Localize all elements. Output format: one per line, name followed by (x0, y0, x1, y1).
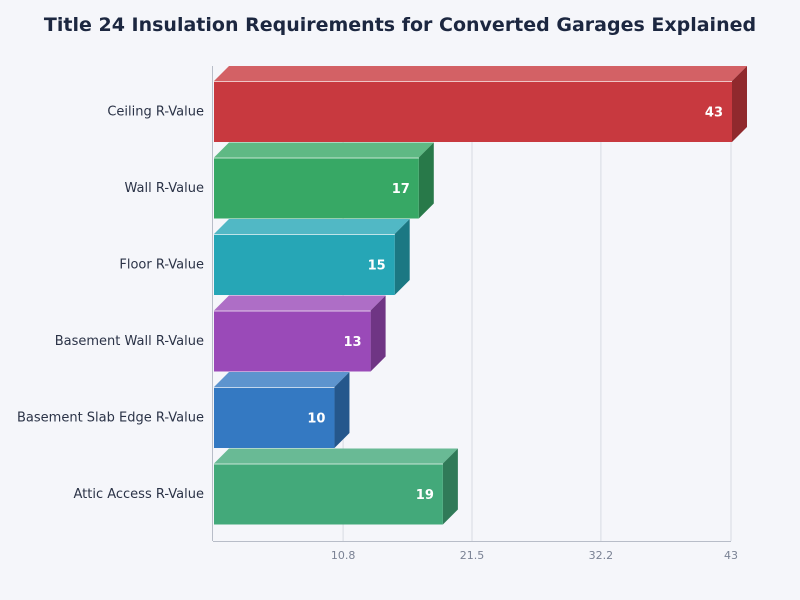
category-label: Basement Wall R-Value (55, 334, 204, 349)
bar-side-face (394, 219, 410, 295)
bar-top-face (214, 295, 386, 311)
bar-side-face (732, 66, 747, 142)
category-labels: Ceiling R-Value Wall R-Value Floor R-Value… (17, 105, 204, 503)
bar-value-label: 17 (392, 182, 410, 197)
bar: 15 (214, 219, 410, 295)
category-label: Basement Slab Edge R-Value (17, 411, 204, 426)
bar-side-face (370, 295, 386, 372)
category-label: Ceiling R-Value (107, 105, 204, 120)
chart-title: Title 24 Insulation Requirements for Con… (43, 14, 757, 36)
bar-front-face (214, 387, 335, 448)
category-label: Attic Access R-Value (73, 487, 204, 502)
bar-front-face (214, 310, 371, 372)
bar: 13 (214, 295, 386, 372)
bar-top-face (214, 142, 434, 158)
bar-top-face (214, 66, 747, 81)
x-tick-label: 10.8 (331, 549, 356, 562)
axes: 10.8 21.5 32.2 43 (212, 66, 738, 562)
bars: 43 17 15 13 10 19 (214, 66, 747, 525)
x-tick-label: 21.5 (460, 549, 485, 562)
x-tick-label: 43 (724, 549, 738, 562)
bar-front-face (214, 81, 732, 142)
bar-front-face (214, 234, 395, 295)
category-label: Wall R-Value (125, 181, 204, 196)
bar-value-label: 10 (307, 412, 325, 427)
x-tick-label: 32.2 (589, 549, 614, 562)
bar: 19 (214, 448, 458, 525)
bar-side-face (334, 372, 350, 448)
bar-front-face (214, 157, 419, 219)
bar-value-label: 13 (344, 335, 362, 350)
bar-value-label: 15 (368, 259, 386, 274)
bar-value-label: 19 (416, 488, 434, 503)
bar: 10 (214, 372, 350, 448)
bar-side-face (418, 142, 434, 219)
bar-value-label: 43 (705, 106, 723, 121)
bar-side-face (442, 448, 458, 525)
category-label: Floor R-Value (119, 258, 204, 273)
bar-top-face (214, 372, 350, 387)
bar: 43 (214, 66, 747, 142)
bar: 17 (214, 142, 434, 219)
bar-top-face (214, 448, 458, 464)
bar-front-face (214, 463, 443, 525)
bar-top-face (214, 219, 410, 234)
